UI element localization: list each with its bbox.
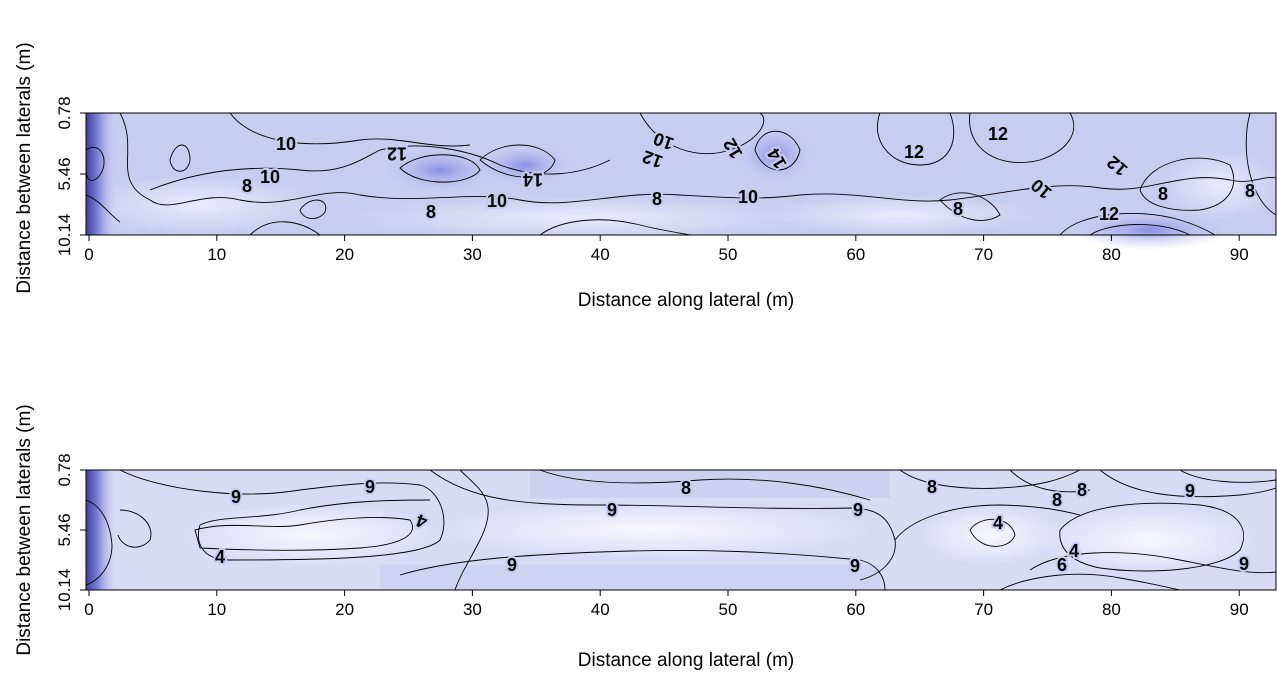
x-tick-label: 20 — [335, 245, 354, 264]
y-ticks-top: 0.78 5.46 10.14 — [55, 96, 86, 256]
contour-label: 12 — [1099, 204, 1119, 224]
low-region — [1160, 150, 1277, 220]
y-axis-title-bottom: Distance between laterals (m) — [14, 404, 35, 655]
contour-label: 10 — [260, 167, 280, 187]
y-tick-label: 0.78 — [55, 453, 74, 486]
x-tick-label: 80 — [1102, 245, 1121, 264]
contour-label: 12 — [387, 143, 407, 163]
high-region — [1070, 210, 1230, 250]
contour-label: 9 — [507, 555, 517, 575]
x-tick-label: 10 — [207, 245, 226, 264]
contour-label: 4 — [993, 513, 1003, 533]
contour-label: 8 — [242, 176, 252, 196]
high-region — [475, 143, 575, 187]
contour-label: 8 — [681, 478, 691, 498]
panel-top: 10 12 10 8 14 10 8 10 12 12 14 8 10 12 1… — [14, 42, 1277, 311]
contour-label: 8 — [1077, 480, 1087, 500]
contour-label: 9 — [365, 477, 375, 497]
contour-label: 8 — [1158, 184, 1168, 204]
x-tick-label: 30 — [463, 245, 482, 264]
x-tick-label: 40 — [591, 600, 610, 619]
y-axis-title-top: Distance between laterals (m) — [14, 42, 35, 293]
x-tick-label: 0 — [84, 600, 93, 619]
contour-label: 4 — [1069, 541, 1079, 561]
contour-label: 9 — [850, 556, 860, 576]
y-ticks-bottom: 0.78 5.46 10.14 — [55, 453, 86, 611]
x-tick-label: 60 — [846, 245, 865, 264]
x-ticks-top: 0 10 20 30 40 50 60 70 80 90 — [84, 235, 1249, 264]
contour-label: 9 — [607, 500, 617, 520]
x-tick-label: 90 — [1230, 245, 1249, 264]
contour-label: 8 — [953, 199, 963, 219]
low-region — [350, 196, 810, 240]
low-region — [180, 503, 440, 567]
y-tick-label: 5.46 — [55, 513, 74, 546]
x-tick-label: 50 — [719, 600, 738, 619]
x-tick-label: 10 — [207, 600, 226, 619]
x-ticks-bottom: 0 10 20 30 40 50 60 70 80 90 — [84, 590, 1249, 619]
contour-label: 6 — [1057, 555, 1067, 575]
y-tick-label: 10.14 — [55, 214, 74, 257]
low-region — [430, 502, 870, 558]
x-tick-label: 90 — [1230, 600, 1249, 619]
contour-labels-top: 10 12 10 8 14 10 8 10 12 12 14 8 10 12 1… — [240, 122, 1257, 226]
low-region — [760, 195, 1040, 235]
heatmap-regions-top — [80, 113, 1277, 250]
contour-label: 10 — [487, 191, 507, 211]
contour-label: 8 — [652, 189, 662, 209]
contour-label: 8 — [927, 477, 937, 497]
x-tick-label: 80 — [1102, 600, 1121, 619]
x-tick-label: 70 — [974, 600, 993, 619]
x-axis-title-top: Distance along lateral (m) — [578, 290, 794, 311]
contour-label: 8 — [1052, 490, 1062, 510]
contour-label: 9 — [1239, 554, 1249, 574]
y-tick-label: 0.78 — [55, 96, 74, 129]
contour-label: 9 — [231, 487, 241, 507]
contour-label: 10 — [738, 187, 758, 207]
low-region — [80, 175, 320, 235]
y-tick-label: 5.46 — [55, 157, 74, 190]
low-region — [920, 505, 1060, 565]
heatmap-regions-bottom — [86, 470, 1260, 590]
x-tick-label: 50 — [719, 245, 738, 264]
x-tick-label: 70 — [974, 245, 993, 264]
edge-gradient — [86, 470, 116, 590]
x-axis-title-bottom: Distance along lateral (m) — [578, 650, 794, 671]
contour-lines-top — [85, 112, 1277, 236]
x-tick-label: 0 — [84, 245, 93, 264]
contour-label: 10 — [276, 134, 296, 154]
contour-lines-bottom — [85, 469, 1277, 591]
contour-label: 8 — [1245, 181, 1255, 201]
contour-label: 9 — [853, 500, 863, 520]
y-tick-label: 10.14 — [55, 569, 74, 612]
mid-band — [380, 565, 880, 590]
contour-label: 14 — [523, 169, 543, 189]
x-tick-label: 30 — [463, 600, 482, 619]
high-region — [380, 146, 500, 194]
mid-band — [530, 470, 890, 498]
contour-label: 4 — [215, 547, 225, 567]
low-region — [1040, 506, 1260, 574]
high-region — [735, 125, 815, 185]
panel-bottom: 9 9 4 9 8 9 8 9 8 8 4 4 9 9 4 6 9 0 10 20 3… — [14, 404, 1277, 671]
contour-label: 8 — [426, 202, 436, 222]
contour-label: 9 — [1185, 481, 1195, 501]
x-tick-label: 60 — [846, 600, 865, 619]
contour-label: 12 — [988, 124, 1008, 144]
x-tick-label: 40 — [591, 245, 610, 264]
x-tick-label: 20 — [335, 600, 354, 619]
contour-label: 12 — [904, 142, 924, 162]
